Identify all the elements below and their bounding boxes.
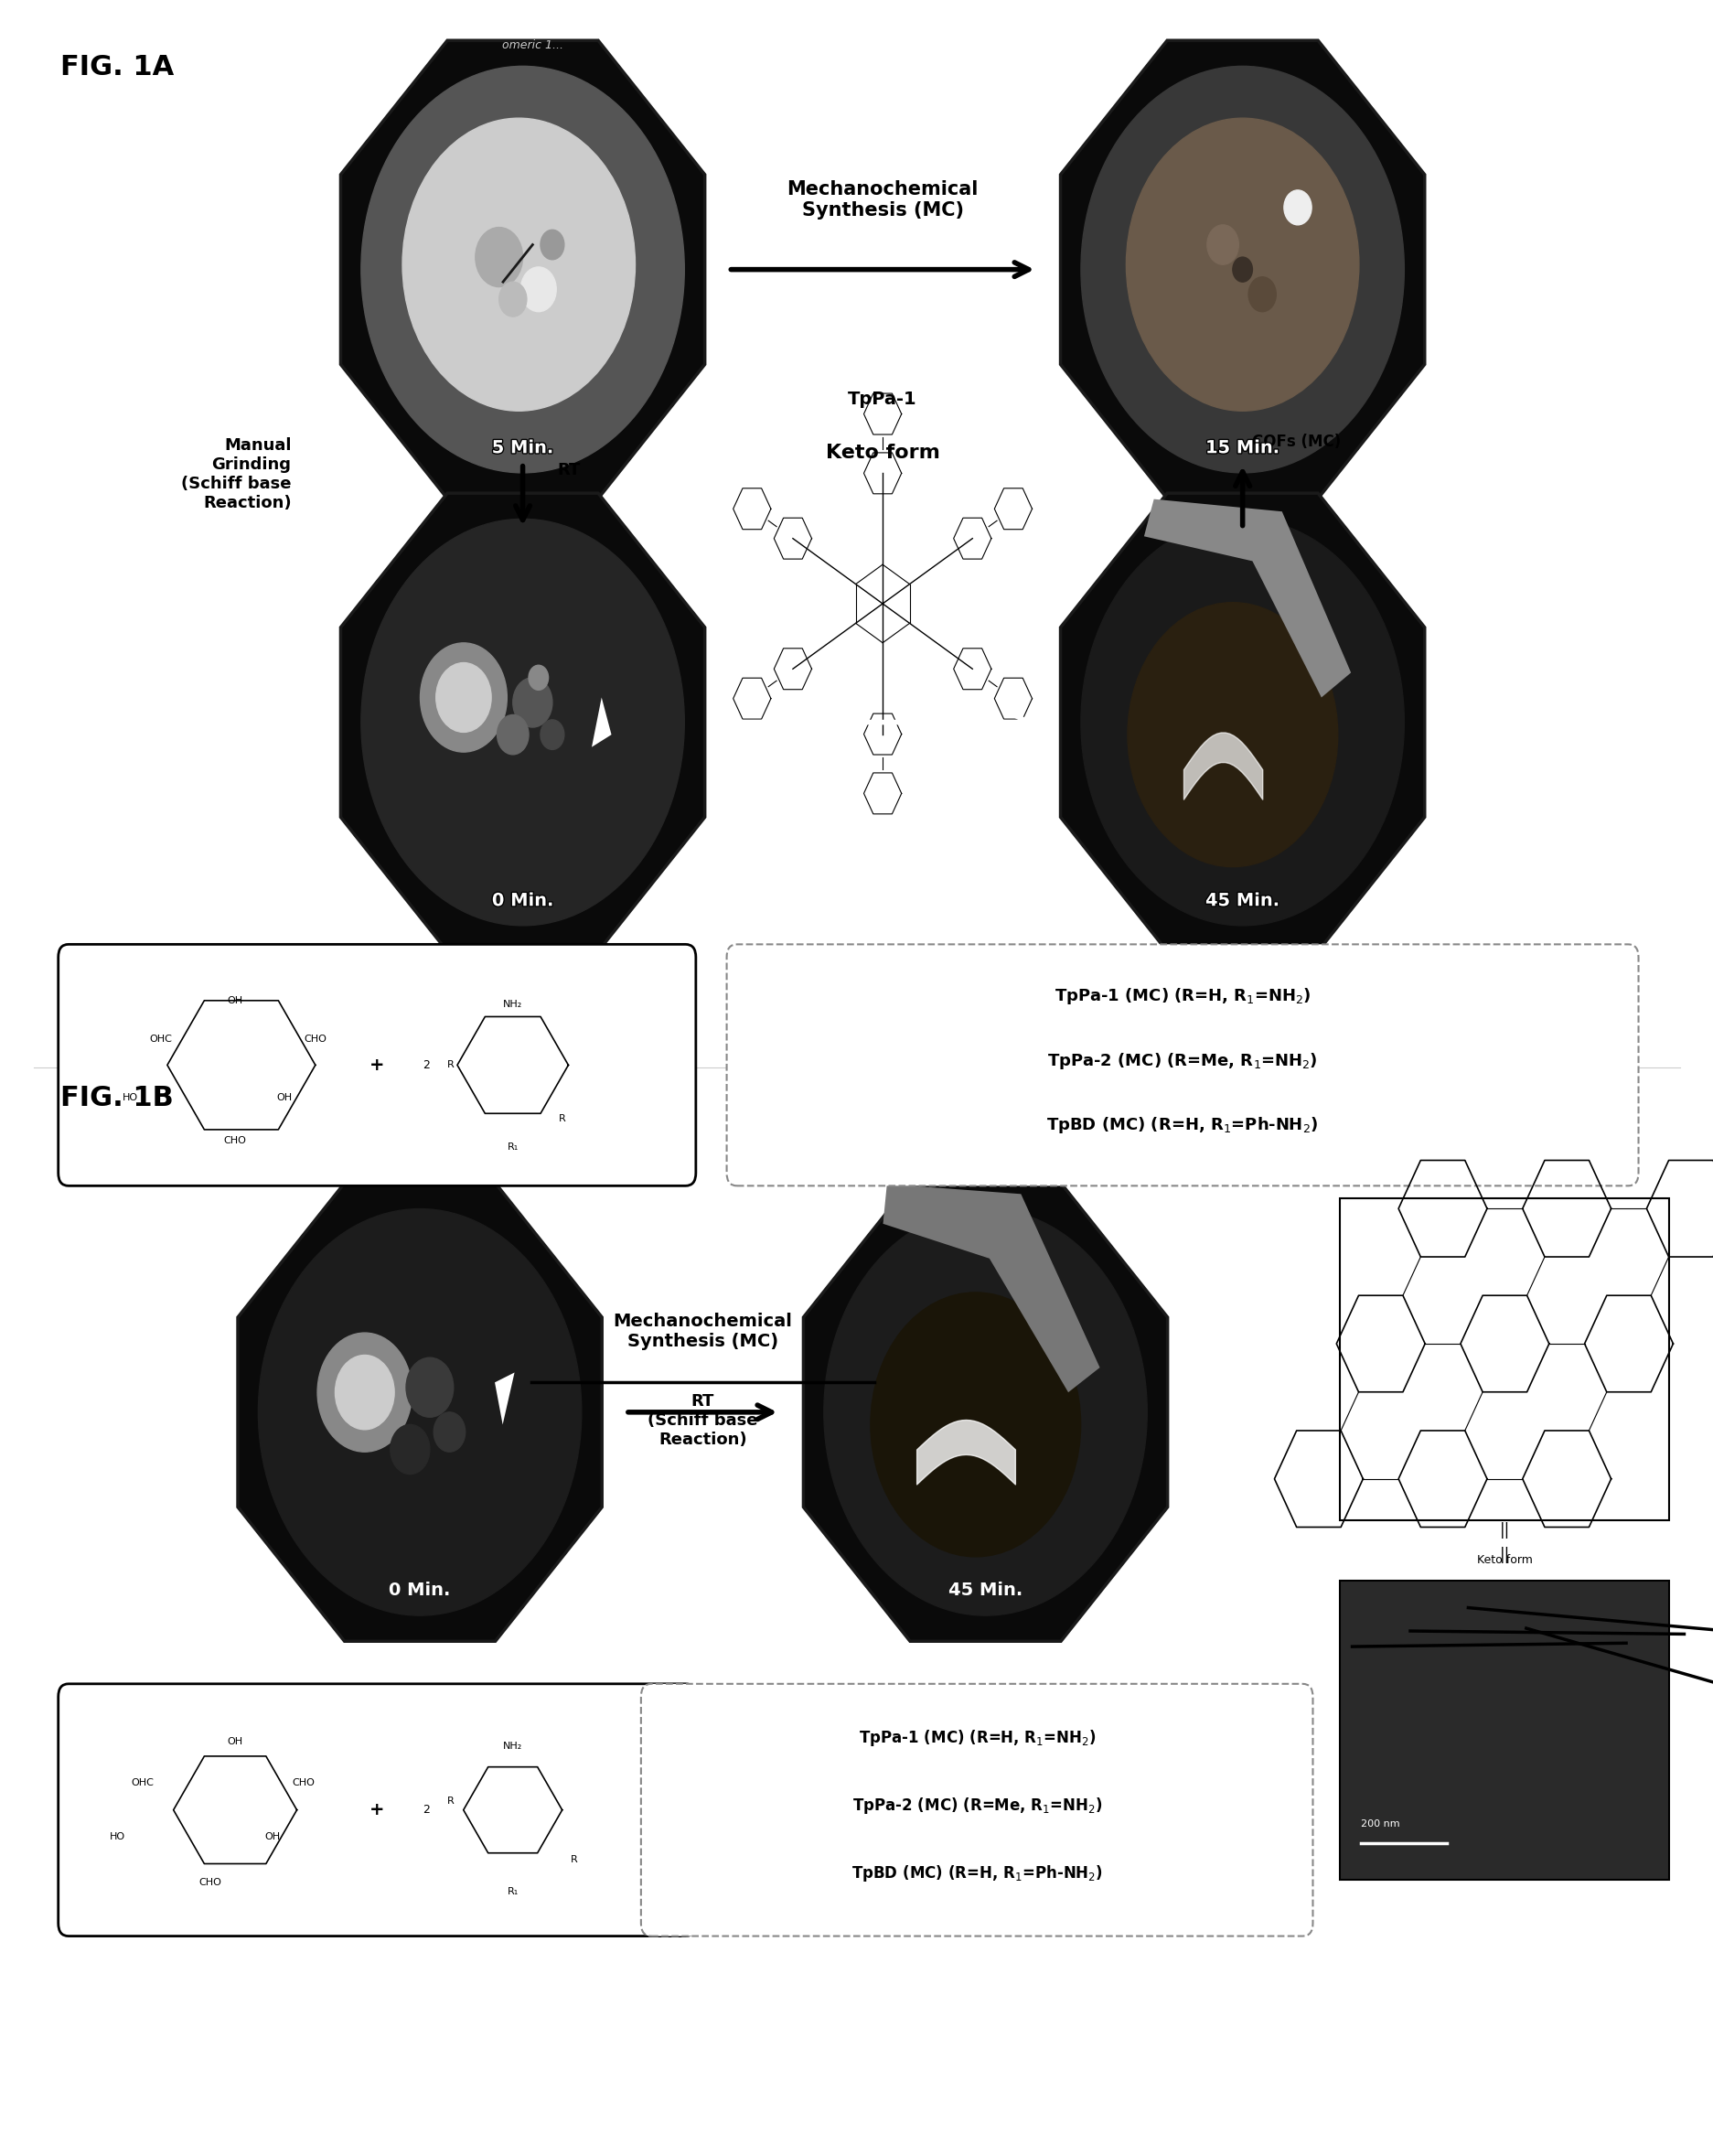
Circle shape [1081,67,1403,472]
Text: TpPa-2 (MC) (R=Me, R$_1$=NH$_2$): TpPa-2 (MC) (R=Me, R$_1$=NH$_2$) [1047,1050,1317,1072]
Text: 0 Min.: 0 Min. [389,1583,451,1600]
Circle shape [497,716,528,755]
Polygon shape [1143,498,1350,699]
Text: CHO: CHO [199,1878,221,1886]
Polygon shape [341,41,704,498]
Text: OH: OH [276,1093,293,1102]
Circle shape [317,1332,411,1451]
Circle shape [475,226,522,287]
Text: HO: HO [122,1093,139,1102]
Text: CHO: CHO [303,1035,327,1044]
Circle shape [361,520,683,925]
Circle shape [259,1210,581,1615]
Text: ||: || [1499,1546,1509,1563]
Text: Mechanochemical
Synthesis (MC): Mechanochemical Synthesis (MC) [786,181,978,220]
FancyBboxPatch shape [1340,1199,1668,1520]
Text: 0 Min.: 0 Min. [492,893,553,910]
Text: NH₂: NH₂ [504,1000,522,1009]
Text: Mechanochemical
Synthesis (MC): Mechanochemical Synthesis (MC) [613,1313,791,1350]
Polygon shape [803,1184,1167,1641]
Circle shape [1081,520,1403,925]
Text: R: R [570,1854,577,1865]
Text: OH: OH [228,996,243,1005]
Text: RT
(Schiff base
Reaction): RT (Schiff base Reaction) [648,1393,757,1447]
Text: Manual
Grinding
(Schiff base
Reaction): Manual Grinding (Schiff base Reaction) [182,438,291,511]
Polygon shape [495,1373,514,1425]
FancyBboxPatch shape [726,944,1638,1186]
Text: 45 Min.: 45 Min. [947,1583,1023,1600]
Text: 15 Min.: 15 Min. [1204,440,1280,457]
Circle shape [336,1356,394,1429]
Circle shape [540,720,564,750]
FancyBboxPatch shape [58,1684,695,1936]
Text: COFs (MC): COFs (MC) [922,1125,1009,1143]
Text: ||: || [1499,1522,1509,1539]
Text: TpPa-1 (MC) (R=H, R$_1$=NH$_2$): TpPa-1 (MC) (R=H, R$_1$=NH$_2$) [858,1727,1095,1749]
Circle shape [1283,190,1310,224]
Text: 200 nm: 200 nm [1360,1820,1400,1828]
Circle shape [498,282,526,317]
Circle shape [1125,119,1358,412]
Text: FIG. 1A: FIG. 1A [60,54,173,80]
Circle shape [391,1425,430,1475]
Text: 5 Min.: 5 Min. [492,440,553,457]
Circle shape [420,642,507,752]
Circle shape [435,662,492,733]
Text: OH: OH [264,1833,279,1841]
Circle shape [361,67,683,472]
Circle shape [1247,276,1276,313]
Text: +: + [370,1056,384,1074]
Circle shape [528,666,548,690]
Polygon shape [1060,41,1424,498]
Text: CHO: CHO [291,1779,313,1787]
Text: HO: HO [110,1833,125,1841]
Text: 2: 2 [423,1805,430,1815]
Text: TpBD (MC) (R=H, R$_1$=Ph-NH$_2$): TpBD (MC) (R=H, R$_1$=Ph-NH$_2$) [1047,1115,1317,1136]
Circle shape [521,267,557,313]
Polygon shape [591,699,612,748]
Polygon shape [238,1184,601,1641]
Text: TpPa-2 (MC) (R=Me, R$_1$=NH$_2$): TpPa-2 (MC) (R=Me, R$_1$=NH$_2$) [851,1796,1101,1815]
Circle shape [1127,602,1338,867]
Text: R₁: R₁ [507,1886,517,1895]
Text: Keto form: Keto form [1477,1554,1531,1567]
Text: RT: RT [557,461,581,479]
Text: TpBD (MC) (R=H, R$_1$=Ph-NH$_2$): TpBD (MC) (R=H, R$_1$=Ph-NH$_2$) [851,1863,1101,1884]
Text: COFs (MC): COFs (MC) [1252,433,1341,451]
FancyBboxPatch shape [1340,1580,1668,1880]
FancyBboxPatch shape [641,1684,1312,1936]
Text: TpPa-1: TpPa-1 [848,390,916,407]
Polygon shape [882,1184,1100,1393]
Text: OHC: OHC [132,1779,154,1787]
Text: OHC: OHC [149,1035,173,1044]
Circle shape [540,231,564,259]
Text: +: + [370,1800,384,1820]
FancyBboxPatch shape [58,944,695,1186]
Polygon shape [1060,494,1424,951]
Text: TpPa-1 (MC) (R=H, R$_1$=NH$_2$): TpPa-1 (MC) (R=H, R$_1$=NH$_2$) [1053,985,1310,1007]
Text: CHO: CHO [224,1136,247,1145]
Circle shape [870,1291,1081,1557]
Text: OH: OH [228,1738,243,1746]
Circle shape [403,119,636,412]
Polygon shape [341,494,704,951]
Text: omeric 1...: omeric 1... [502,39,564,52]
Circle shape [406,1358,454,1416]
Text: R₁: R₁ [507,1143,517,1151]
Text: Keto form: Keto form [826,444,939,461]
Text: R: R [558,1115,565,1123]
Circle shape [1206,224,1238,265]
Circle shape [1232,257,1252,282]
Circle shape [433,1412,464,1451]
Circle shape [512,677,552,727]
Text: FIG. 1B: FIG. 1B [60,1084,173,1110]
Circle shape [824,1210,1146,1615]
Text: R: R [447,1061,454,1069]
Text: NH₂: NH₂ [504,1742,522,1751]
Text: 2: 2 [423,1059,430,1072]
Text: R: R [447,1796,454,1805]
Text: 45 Min.: 45 Min. [1204,893,1280,910]
